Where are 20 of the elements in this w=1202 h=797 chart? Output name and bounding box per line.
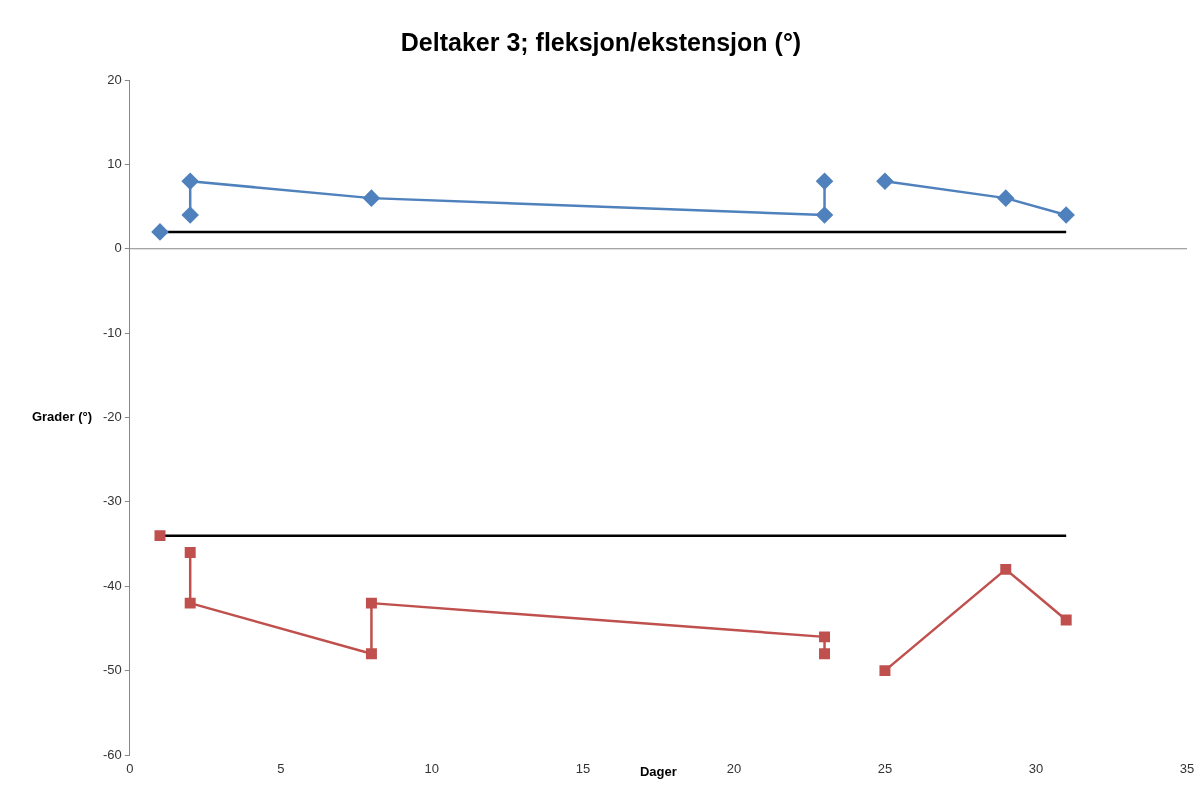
y-tick-label: -30: [102, 493, 122, 509]
y-axis-title: Grader (°): [31, 409, 93, 425]
x-tick-label: 15: [575, 761, 591, 777]
y-tick-label: -60: [102, 746, 122, 762]
x-axis-title: Dager: [639, 763, 677, 779]
y-tick-label: -40: [102, 577, 122, 593]
x-tick-label: 25: [877, 761, 893, 777]
x-tick-label: 35: [1179, 761, 1195, 777]
y-tick-label: 20: [107, 71, 122, 87]
y-tick-label: 0: [114, 240, 122, 256]
y-tick-label: -10: [102, 324, 122, 340]
chart-title: Deltaker 3; fleksjon/ekstensjon (°): [400, 27, 802, 56]
y-tick-label: -50: [102, 662, 122, 678]
y-tick-label: -20: [102, 409, 122, 425]
x-tick-label: 5: [277, 761, 285, 777]
x-tick-label: 20: [726, 761, 742, 777]
x-tick-label: 10: [424, 761, 440, 777]
x-tick-label: 30: [1028, 761, 1044, 777]
x-tick-label: 0: [126, 761, 134, 777]
y-tick-label: 10: [107, 155, 122, 171]
